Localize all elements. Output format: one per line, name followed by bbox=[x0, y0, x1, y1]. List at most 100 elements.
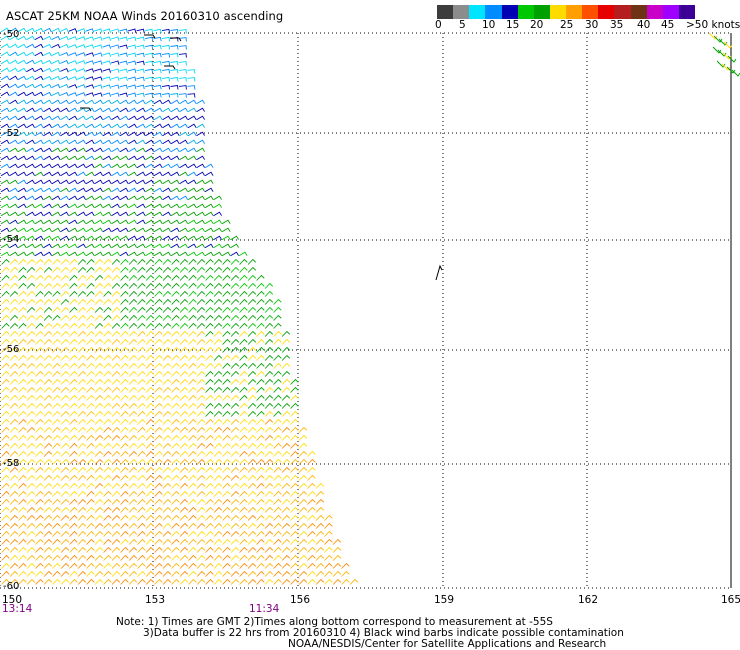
wind-barb bbox=[205, 402, 214, 409]
wind-barb bbox=[239, 466, 248, 473]
wind-barb bbox=[196, 410, 206, 417]
wind-barb bbox=[222, 434, 231, 441]
wind-barb bbox=[179, 386, 189, 393]
wind-barb bbox=[145, 522, 155, 529]
wind-barb bbox=[137, 354, 146, 361]
wind-barb bbox=[68, 92, 78, 97]
wind-barb bbox=[170, 52, 179, 58]
wind-barb bbox=[85, 171, 95, 177]
wind-barb bbox=[264, 282, 274, 289]
wind-barb bbox=[26, 458, 36, 465]
wind-barb bbox=[264, 354, 274, 361]
wind-barb bbox=[239, 418, 248, 425]
wind-barb bbox=[60, 322, 70, 329]
wind-barb bbox=[239, 290, 248, 297]
wind-barb bbox=[120, 498, 129, 505]
wind-barb bbox=[128, 219, 137, 225]
wind-barb bbox=[239, 538, 248, 545]
wind-barb bbox=[205, 290, 214, 297]
wind-barb bbox=[51, 139, 61, 145]
wind-barb bbox=[153, 251, 163, 257]
wind-barb bbox=[230, 235, 239, 241]
wind-barb bbox=[171, 490, 180, 497]
wind-barb bbox=[171, 458, 180, 465]
wind-barb bbox=[86, 426, 95, 433]
wind-barb bbox=[17, 35, 27, 41]
wind-barb bbox=[120, 482, 129, 489]
wind-barb bbox=[17, 163, 27, 169]
wind-barb bbox=[1, 378, 10, 385]
wind-barb bbox=[35, 442, 44, 449]
wind-barb bbox=[77, 458, 87, 465]
wind-barb bbox=[103, 538, 112, 545]
wind-barb bbox=[9, 274, 19, 281]
wind-barb bbox=[85, 36, 95, 41]
wind-barb bbox=[18, 514, 27, 521]
wind-barb bbox=[179, 570, 189, 577]
wind-barb bbox=[111, 203, 120, 209]
wind-barb bbox=[128, 466, 138, 473]
wind-barb bbox=[34, 35, 44, 41]
wind-barb bbox=[222, 554, 231, 561]
wind-barb bbox=[103, 362, 112, 369]
wind-barb bbox=[188, 378, 197, 385]
wind-barb bbox=[60, 506, 70, 513]
wind-barb bbox=[86, 274, 95, 281]
wind-barb bbox=[111, 258, 121, 265]
wind-barb bbox=[196, 298, 206, 305]
wind-barb bbox=[188, 266, 197, 273]
wind-barb bbox=[94, 442, 104, 449]
wind-barb bbox=[69, 322, 78, 329]
wind-barb bbox=[120, 466, 129, 473]
wind-barb bbox=[154, 538, 163, 545]
wind-barb bbox=[162, 346, 172, 353]
wind-barb bbox=[153, 123, 163, 129]
wind-barb bbox=[170, 28, 179, 34]
wind-barb bbox=[34, 163, 44, 169]
wind-barb bbox=[26, 330, 36, 337]
wind-barb bbox=[188, 570, 197, 577]
wind-barb bbox=[69, 434, 78, 441]
wind-barb bbox=[111, 570, 121, 577]
wind-barb bbox=[239, 282, 248, 289]
wind-barb bbox=[154, 402, 163, 409]
wind-barb bbox=[137, 466, 146, 473]
wind-barb bbox=[1, 314, 10, 321]
wind-barb bbox=[187, 227, 197, 233]
wind-barb bbox=[137, 410, 146, 417]
wind-barb bbox=[222, 546, 231, 553]
wind-barb bbox=[196, 171, 205, 177]
wind-barb bbox=[128, 578, 138, 585]
wind-barb bbox=[162, 282, 172, 289]
wind-barb bbox=[103, 522, 112, 529]
wind-barb bbox=[111, 290, 121, 297]
wind-barb bbox=[171, 530, 180, 537]
wind-barb bbox=[77, 386, 87, 393]
wind-barb bbox=[247, 530, 257, 537]
wind-barb bbox=[324, 570, 333, 577]
wind-barb bbox=[137, 482, 146, 489]
wind-barb bbox=[26, 482, 36, 489]
wind-barb bbox=[86, 418, 95, 425]
wind-barb bbox=[205, 354, 214, 361]
wind-barb bbox=[0, 35, 10, 41]
wind-barb bbox=[273, 474, 282, 481]
wind-barb bbox=[127, 28, 137, 34]
wind-barb bbox=[137, 346, 146, 353]
wind-barb bbox=[103, 306, 112, 313]
wind-barb bbox=[35, 258, 44, 265]
wind-barb bbox=[94, 52, 103, 57]
wind-barb bbox=[60, 163, 69, 169]
wind-barb bbox=[162, 546, 172, 553]
wind-barb bbox=[120, 474, 129, 481]
wind-barb bbox=[128, 402, 138, 409]
wind-barb bbox=[264, 370, 274, 377]
wind-barb bbox=[43, 123, 52, 129]
wind-barb bbox=[247, 370, 257, 377]
wind-barb bbox=[264, 402, 274, 409]
wind-barb bbox=[179, 506, 189, 513]
wind-barb bbox=[170, 92, 179, 98]
wind-barb bbox=[77, 187, 86, 193]
wind-barb bbox=[68, 251, 78, 257]
wind-barb bbox=[170, 235, 180, 241]
